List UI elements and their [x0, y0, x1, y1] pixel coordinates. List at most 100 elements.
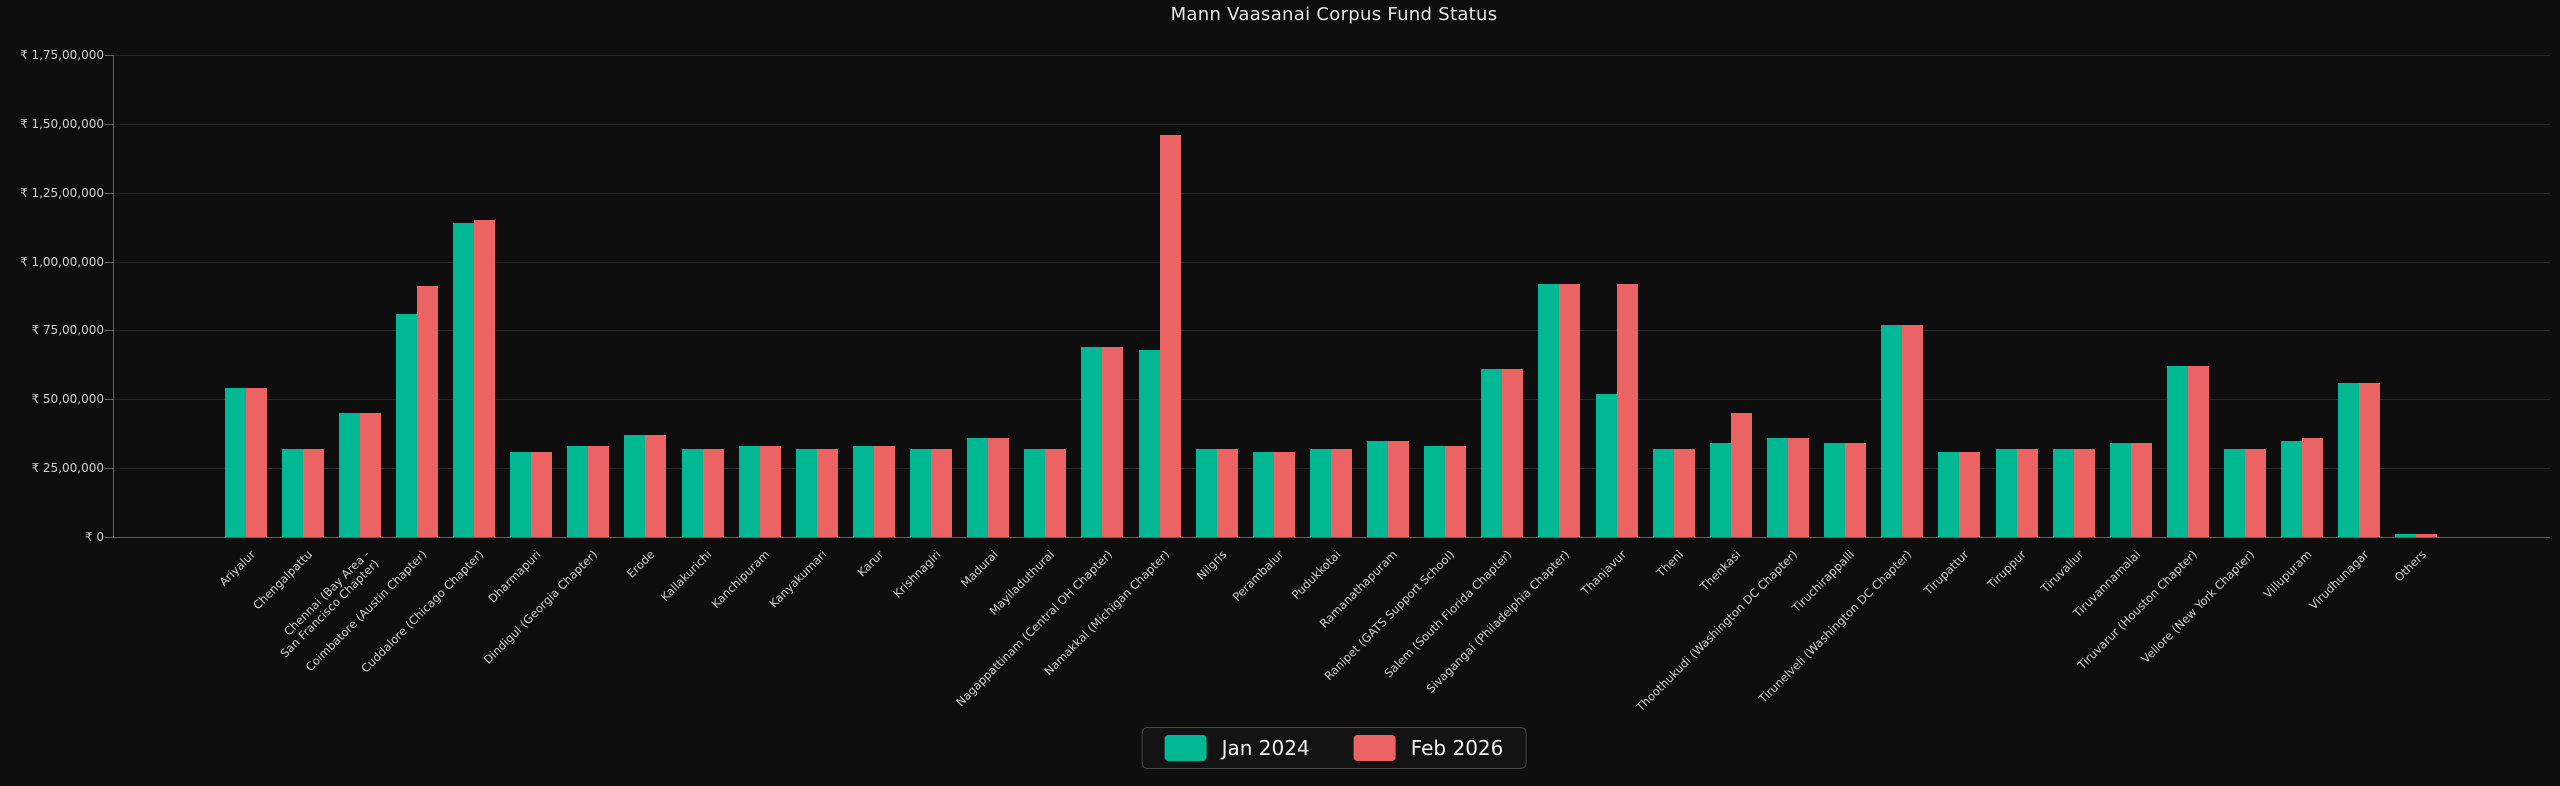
bar-jan-2024-cuddalore-chicago-chapter[interactable]	[453, 223, 475, 537]
bar-jan-2024-tiruchirappalli[interactable]	[1824, 443, 1846, 537]
bar-feb-2026-dindigul-georgia-chapter[interactable]	[588, 446, 610, 537]
bar-jan-2024-chennai-bay-area[interactable]	[338, 413, 360, 537]
gridline	[113, 399, 2550, 401]
bar-feb-2026-mayiladuthurai[interactable]	[1045, 448, 1067, 537]
bar-jan-2024-tiruvannamalai[interactable]	[2109, 443, 2131, 537]
bar-jan-2024-tirunelveli-washington-dc-chapter[interactable]	[1881, 324, 1903, 537]
bar-jan-2024-dharmapuri[interactable]	[510, 451, 532, 537]
bar-feb-2026-thanjavur[interactable]	[1616, 283, 1638, 537]
bar-feb-2026-madurai[interactable]	[988, 437, 1010, 537]
bar-jan-2024-madurai[interactable]	[967, 437, 989, 537]
x-axis-label: Kanyakumari	[765, 547, 830, 611]
x-axis-label: Tiruvallur	[2037, 547, 2086, 596]
legend-item-jan-2024[interactable]: Jan 2024	[1164, 735, 1310, 761]
bar-feb-2026-nagappattinam-central-oh-chapter[interactable]	[1102, 346, 1124, 537]
bar-feb-2026-nilgris[interactable]	[1216, 448, 1238, 537]
bar-jan-2024-coimbatore-austin-chapter[interactable]	[395, 313, 417, 537]
bar-jan-2024-chengalpattu[interactable]	[281, 448, 303, 537]
x-axis-label: Namakkal (Michigan Chapter)	[1040, 547, 1172, 679]
bar-jan-2024-kallakurichi[interactable]	[681, 448, 703, 537]
bar-feb-2026-chengalpattu[interactable]	[302, 448, 324, 537]
bar-jan-2024-dindigul-georgia-chapter[interactable]	[567, 446, 589, 537]
bar-jan-2024-kanchipuram[interactable]	[738, 446, 760, 537]
y-axis-tick	[105, 261, 113, 263]
bar-feb-2026-chennai-bay-area[interactable]	[359, 413, 381, 537]
bar-feb-2026-salem-south-florida-chapter[interactable]	[1502, 368, 1524, 537]
y-axis-tick	[105, 468, 113, 470]
bar-jan-2024-salem-south-florida-chapter[interactable]	[1481, 368, 1503, 537]
bar-feb-2026-tirunelveli-washington-dc-chapter[interactable]	[1902, 324, 1924, 537]
bar-feb-2026-tiruvarur-houston-chapter[interactable]	[2187, 366, 2209, 537]
bar-jan-2024-thenkasi[interactable]	[1709, 443, 1731, 537]
bar-feb-2026-others[interactable]	[2416, 534, 2438, 537]
bar-feb-2026-cuddalore-chicago-chapter[interactable]	[474, 220, 496, 537]
bar-jan-2024-karur[interactable]	[852, 446, 874, 537]
bar-jan-2024-mayiladuthurai[interactable]	[1024, 448, 1046, 537]
x-axis-label: Pudukkotai	[1288, 547, 1344, 602]
bar-jan-2024-tiruvallur[interactable]	[2052, 448, 2074, 537]
bar-jan-2024-thoothukudi-washington-dc-chapter[interactable]	[1767, 437, 1788, 537]
bar-feb-2026-tirupattur[interactable]	[1959, 451, 1981, 537]
bar-feb-2026-coimbatore-austin-chapter[interactable]	[416, 286, 438, 537]
bar-jan-2024-nilgris[interactable]	[1195, 448, 1217, 537]
bar-jan-2024-thanjavur[interactable]	[1595, 393, 1617, 537]
bar-jan-2024-kanyakumari[interactable]	[795, 448, 817, 537]
legend-item-feb-2026[interactable]: Feb 2026	[1353, 735, 1503, 761]
bar-feb-2026-theni[interactable]	[1673, 448, 1695, 537]
bar-feb-2026-ranipet-gats-support-school[interactable]	[1445, 446, 1467, 537]
bar-feb-2026-tiruppur[interactable]	[2016, 448, 2038, 537]
y-axis-label: ₹ 1,00,00,000	[20, 254, 104, 269]
bar-feb-2026-karur[interactable]	[873, 446, 895, 537]
bar-feb-2026-krishnagiri[interactable]	[931, 448, 953, 537]
bar-jan-2024-others[interactable]	[2395, 534, 2417, 537]
bar-jan-2024-theni[interactable]	[1652, 448, 1674, 537]
gridline	[113, 261, 2550, 263]
x-axis-label: Dharmapuri	[485, 547, 544, 606]
bar-jan-2024-vellore-new-york-chapter[interactable]	[2224, 448, 2246, 537]
bar-jan-2024-nagappattinam-central-oh-chapter[interactable]	[1081, 346, 1103, 537]
bar-jan-2024-tiruvarur-houston-chapter[interactable]	[2166, 366, 2188, 537]
bar-feb-2026-dharmapuri[interactable]	[531, 451, 553, 537]
bar-jan-2024-ariyalur[interactable]	[224, 388, 246, 537]
bar-feb-2026-villupuram[interactable]	[2302, 437, 2324, 537]
legend: Jan 2024 Feb 2026	[1141, 727, 1527, 769]
bar-jan-2024-perambalur[interactable]	[1252, 451, 1274, 537]
bar-feb-2026-kanchipuram[interactable]	[759, 446, 781, 537]
bar-jan-2024-villupuram[interactable]	[2281, 440, 2303, 537]
chart-title: Mann Vaasanai Corpus Fund Status	[1170, 4, 1498, 25]
bar-jan-2024-pudukkotai[interactable]	[1309, 448, 1331, 537]
bar-feb-2026-sivagangai-philadelphia-chapter[interactable]	[1559, 283, 1581, 537]
bar-feb-2026-tiruvallur[interactable]	[2073, 448, 2095, 537]
bar-feb-2026-tiruvannamalai[interactable]	[2130, 443, 2152, 537]
x-axis-label: Kanchipuram	[708, 547, 772, 611]
bar-feb-2026-ramanathapuram[interactable]	[1388, 440, 1410, 537]
bar-feb-2026-perambalur[interactable]	[1273, 451, 1295, 537]
y-axis-tick	[105, 330, 113, 332]
legend-label: Jan 2024	[1221, 736, 1310, 760]
bar-feb-2026-virudhunagar[interactable]	[2359, 382, 2381, 537]
bar-feb-2026-namakkal-michigan-chapter[interactable]	[1159, 134, 1181, 537]
bar-jan-2024-tiruppur[interactable]	[1995, 448, 2017, 537]
y-axis-tick	[105, 123, 113, 125]
y-axis-label: ₹ 50,00,000	[31, 392, 104, 407]
bar-jan-2024-namakkal-michigan-chapter[interactable]	[1138, 349, 1160, 537]
bar-jan-2024-ranipet-gats-support-school[interactable]	[1424, 446, 1446, 537]
bar-feb-2026-kallakurichi[interactable]	[702, 448, 724, 537]
bar-feb-2026-vellore-new-york-chapter[interactable]	[2245, 448, 2267, 537]
gridline	[113, 192, 2550, 194]
bar-feb-2026-tiruchirappalli[interactable]	[1845, 443, 1867, 537]
bar-feb-2026-pudukkotai[interactable]	[1330, 448, 1352, 537]
bar-jan-2024-sivagangai-philadelphia-chapter[interactable]	[1538, 283, 1560, 537]
bar-jan-2024-erode[interactable]	[624, 435, 646, 537]
bar-feb-2026-kanyakumari[interactable]	[816, 448, 838, 537]
bar-jan-2024-virudhunagar[interactable]	[2338, 382, 2360, 537]
bar-jan-2024-krishnagiri[interactable]	[910, 448, 932, 537]
bar-feb-2026-thenkasi[interactable]	[1730, 413, 1752, 537]
bar-feb-2026-erode[interactable]	[645, 435, 667, 537]
bar-feb-2026-ariyalur[interactable]	[245, 388, 267, 537]
y-axis-label: ₹ 0	[84, 530, 104, 544]
bar-jan-2024-tirupattur[interactable]	[1938, 451, 1960, 537]
x-axis-label: Krishnagiri	[889, 547, 944, 601]
bar-feb-2026-thoothukudi-washington-dc-chapter[interactable]	[1788, 437, 1809, 537]
bar-jan-2024-ramanathapuram[interactable]	[1367, 440, 1389, 537]
